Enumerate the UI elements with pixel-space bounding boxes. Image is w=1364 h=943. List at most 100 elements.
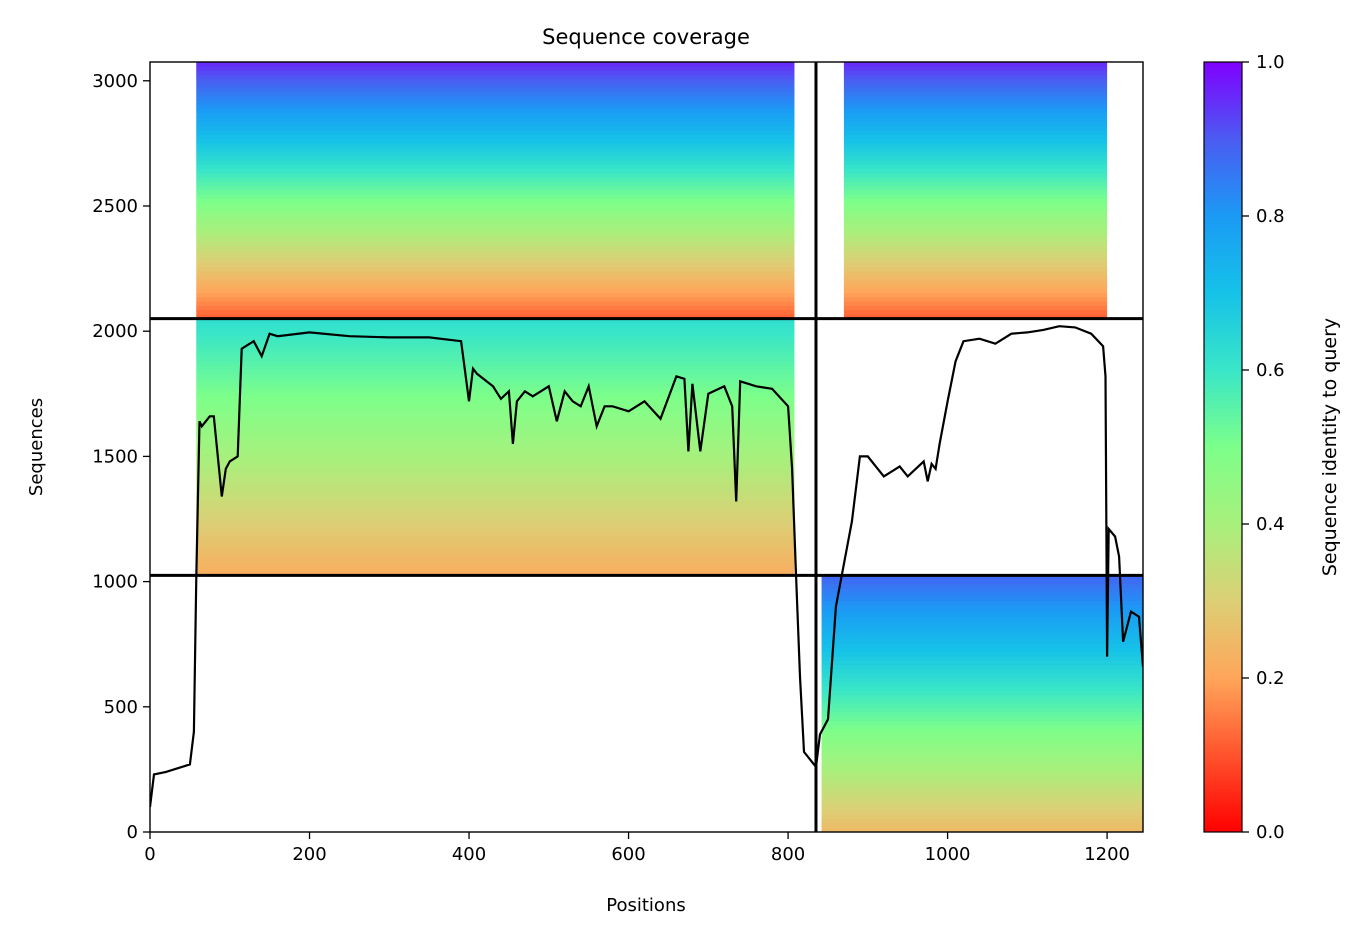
heatmap-band — [821, 780, 1143, 786]
x-tick-label: 1000 — [925, 844, 971, 865]
heatmap-band — [821, 772, 1143, 777]
heatmap-band — [196, 250, 795, 256]
heatmap-band — [196, 284, 795, 290]
heatmap-band — [196, 160, 795, 166]
heatmap-band — [843, 241, 1108, 247]
heatmap-band — [196, 382, 795, 388]
heatmap-band — [821, 669, 1143, 675]
heatmap-band — [821, 776, 1143, 782]
heatmap-band — [821, 806, 1143, 812]
heatmap-band — [843, 96, 1108, 102]
heatmap-band — [196, 109, 795, 114]
heatmap-band — [196, 173, 795, 179]
heatmap-band — [821, 652, 1143, 658]
heatmap-band — [196, 447, 795, 452]
heatmap-band — [843, 198, 1108, 204]
colorbar-label: Sequence identity to query — [1319, 318, 1341, 576]
heatmap-band — [843, 143, 1108, 149]
heatmap-block-4 — [821, 575, 1143, 832]
heatmap-band — [843, 301, 1108, 307]
heatmap-band — [843, 271, 1108, 277]
heatmap-band — [196, 528, 795, 534]
heatmap-band — [196, 412, 795, 418]
heatmap-band — [196, 190, 795, 196]
heatmap-band — [196, 293, 795, 298]
block-dividers — [150, 62, 1143, 832]
heatmap-band — [843, 117, 1108, 123]
heatmap-band — [196, 344, 795, 350]
heatmap-band — [843, 203, 1108, 209]
heatmap-band — [196, 502, 795, 508]
heatmap-band — [843, 207, 1108, 213]
heatmap-band — [196, 434, 795, 440]
heatmap-band — [196, 571, 795, 576]
heatmap-band — [196, 207, 795, 213]
heatmap-band — [196, 558, 795, 564]
y-tick-label: 3000 — [92, 71, 138, 92]
heatmap-band — [196, 203, 795, 209]
heatmap-band — [821, 656, 1143, 662]
heatmap-band — [821, 720, 1143, 726]
heatmap-band — [821, 742, 1143, 748]
heatmap-band — [196, 151, 795, 157]
heatmap-band — [196, 327, 795, 333]
heatmap-band — [196, 511, 795, 517]
heatmap-band — [196, 156, 795, 161]
heatmap-band — [843, 293, 1108, 298]
heatmap-band — [843, 237, 1108, 243]
heatmap-band — [843, 168, 1108, 174]
heatmap-band — [843, 224, 1108, 230]
heatmap-band — [843, 275, 1108, 281]
heatmap-band — [196, 237, 795, 243]
heatmap-band — [821, 695, 1143, 700]
heatmap-band — [821, 622, 1143, 628]
heatmap-band — [821, 763, 1143, 769]
colorbar-tick-label: 0.0 — [1256, 822, 1285, 843]
heatmap-band — [196, 541, 795, 546]
heatmap-band — [821, 814, 1143, 820]
heatmap-band — [821, 682, 1143, 688]
colorbar-tick-label: 0.2 — [1256, 668, 1285, 689]
heatmap-band — [821, 575, 1143, 581]
heatmap-band — [196, 340, 795, 345]
heatmap-band — [196, 498, 795, 504]
x-tick-label: 800 — [771, 844, 805, 865]
chart-title: Sequence coverage — [542, 25, 750, 49]
heatmap-band — [196, 70, 795, 76]
y-tick-label: 1000 — [92, 572, 138, 593]
heatmap-band — [843, 177, 1108, 183]
y-tick-label: 2500 — [92, 196, 138, 217]
heatmap-band — [843, 134, 1108, 140]
heatmap-band — [196, 305, 795, 311]
heatmap-band — [196, 130, 795, 136]
heatmap-band — [821, 588, 1143, 594]
heatmap-band — [821, 729, 1143, 735]
heatmap-band — [196, 147, 795, 153]
heatmap-band — [196, 66, 795, 72]
heatmap-band — [196, 96, 795, 102]
heatmap-band — [196, 216, 795, 221]
heatmap-band — [196, 408, 795, 414]
heatmap-band — [196, 181, 795, 187]
heatmap-band — [843, 83, 1108, 89]
heatmap-band — [821, 626, 1143, 632]
heatmap-band — [821, 673, 1143, 679]
heatmap-band — [196, 374, 795, 380]
heatmap-band — [843, 267, 1108, 273]
heatmap-band — [821, 819, 1143, 825]
heatmap-band — [821, 605, 1143, 611]
heatmap-band — [196, 297, 795, 303]
heatmap-band — [821, 707, 1143, 713]
heatmap-band — [196, 429, 795, 435]
heatmap-band — [843, 113, 1108, 119]
heatmap-band — [196, 438, 795, 444]
heatmap-band — [196, 485, 795, 491]
heatmap-band — [196, 566, 795, 572]
heatmap-band — [821, 784, 1143, 790]
heatmap-band — [821, 665, 1143, 671]
colorbar-tick-label: 0.4 — [1256, 514, 1285, 535]
y-tick-label: 0 — [127, 822, 138, 843]
heatmap-band — [843, 130, 1108, 136]
heatmap-band — [821, 793, 1143, 799]
